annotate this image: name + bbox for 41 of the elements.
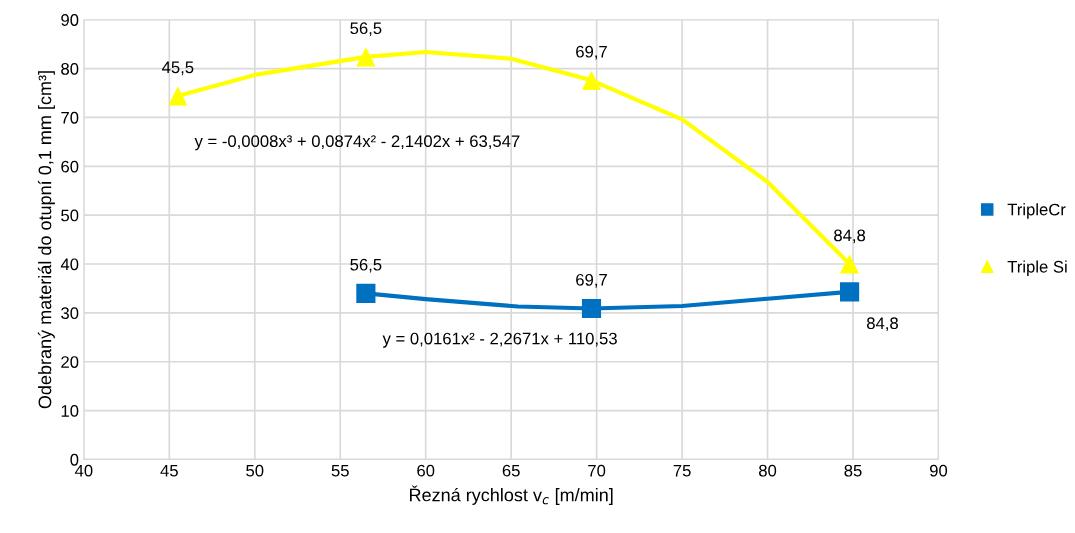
annotation: 56,5: [350, 22, 382, 37]
annotation: y = 0,0161x² - 2,2671x + 110,53: [382, 332, 617, 348]
legend-label: TripleCr: [1007, 203, 1066, 219]
y-tick-label: 70: [61, 111, 79, 124]
y-tick-label: 10: [61, 404, 79, 417]
point: [581, 298, 602, 319]
annotation: 84,8: [834, 229, 866, 244]
point: [840, 282, 860, 302]
y-tick-label: 90: [61, 14, 79, 26]
y-tick-label: 80: [61, 62, 79, 75]
legend-label: Triple Si: [1007, 260, 1067, 276]
y-tick-label: 30: [61, 307, 79, 320]
x-axis-title: Řezná rychlost v$_{c}$ [m/min]: [410, 485, 613, 505]
y-tick-label: 60: [61, 160, 79, 173]
y-tick-label: 20: [61, 356, 79, 368]
point: [356, 283, 376, 303]
x-tick-label: 90: [929, 464, 948, 477]
x-tick-label: 50: [246, 464, 264, 477]
x-tick-label: 60: [417, 464, 435, 477]
point: [840, 254, 860, 274]
x-tick-label: 80: [759, 464, 777, 477]
x-tick-label: 65: [502, 464, 520, 477]
annotation: y = -0,0008x³ + 0,0874x² - 2,1402x + 63,547: [194, 135, 520, 151]
annotation: 56,5: [350, 258, 382, 273]
annotation: 84,8: [866, 317, 898, 332]
y-tick-label: 0: [70, 453, 79, 466]
x-tick-label: 85: [844, 464, 862, 477]
x-tick-label: 75: [673, 464, 691, 477]
annotation: 69,7: [576, 45, 607, 60]
y-tick-label: 40: [60, 258, 79, 271]
x-tick-label: 45: [160, 464, 178, 477]
x-tick-label: 70: [588, 464, 606, 477]
y-axis-title: Odebraný materiál do otupní 0,1 mm [cm³]: [37, 71, 55, 409]
y-tick-label: 50: [61, 209, 79, 222]
x-tick-label: 40: [74, 464, 93, 477]
point: [168, 86, 188, 106]
point: [356, 47, 376, 67]
annotation: 69,7: [576, 273, 607, 288]
point: [581, 70, 602, 90]
annotation: 45,5: [162, 61, 194, 76]
x-tick-label: 55: [331, 464, 349, 477]
